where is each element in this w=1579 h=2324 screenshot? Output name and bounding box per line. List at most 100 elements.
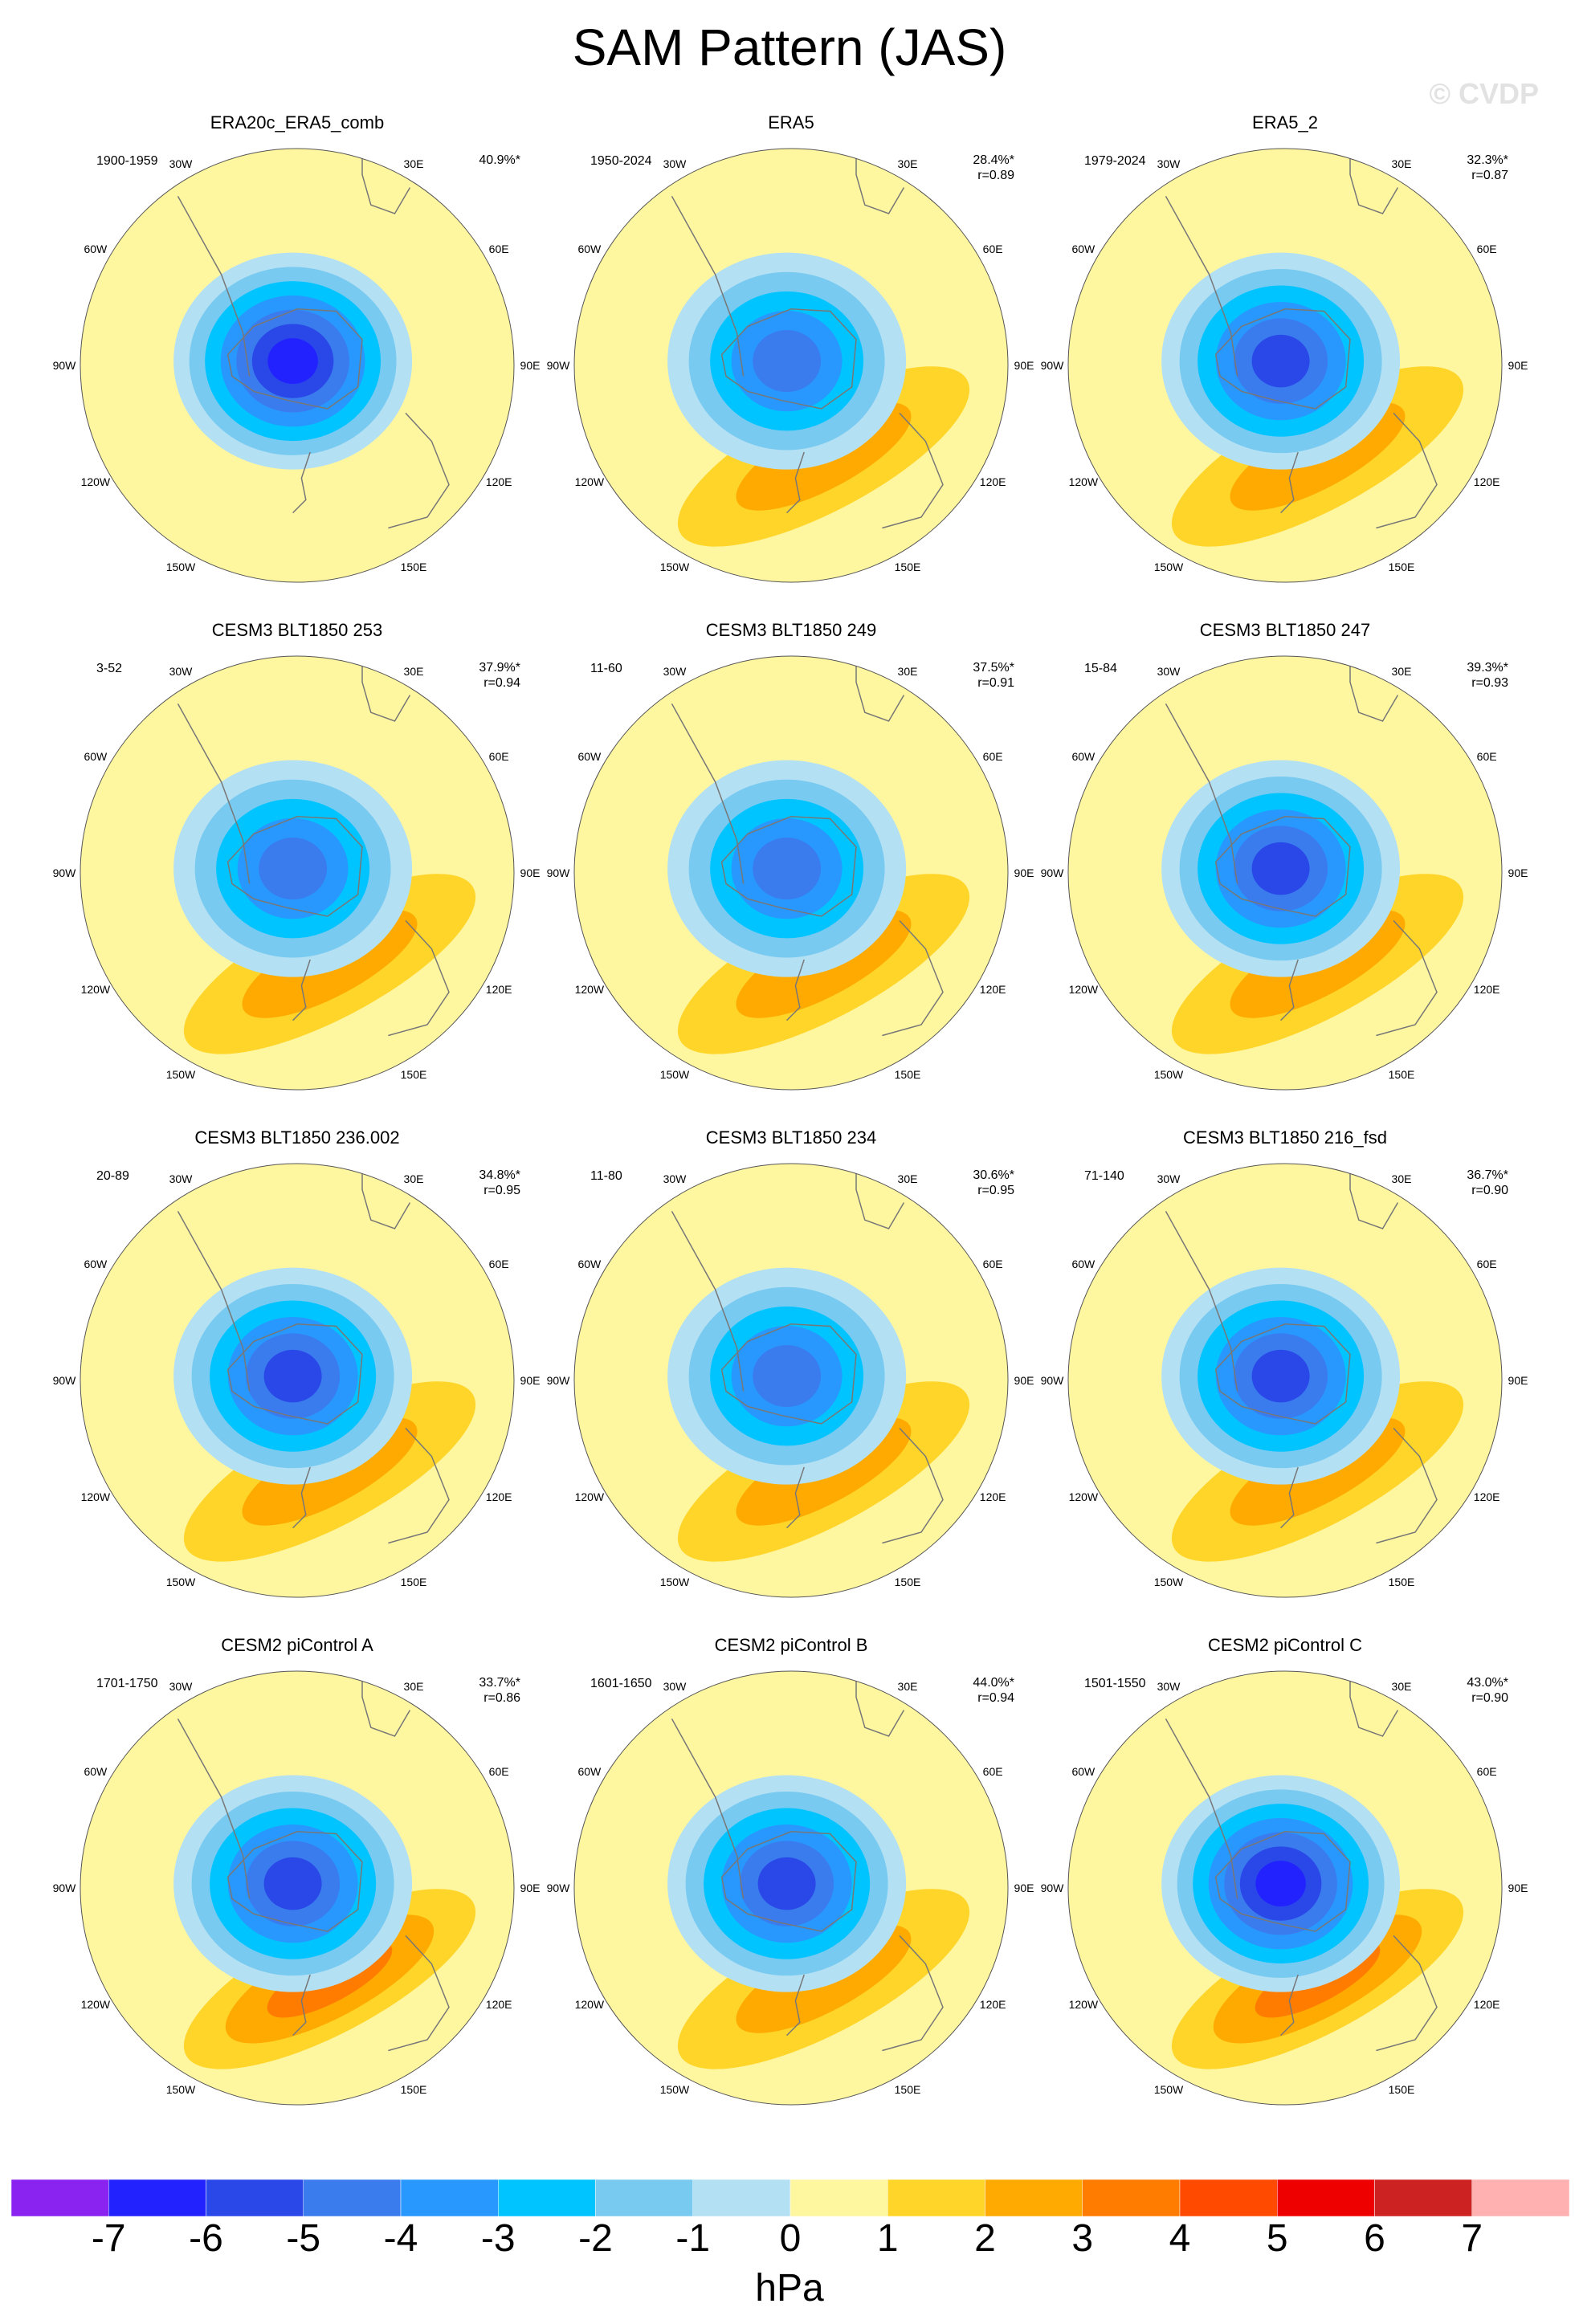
polar-map: 0 30E 60E 90E 120E 150E 180 150W 120W 90W 60W 30W	[53, 137, 541, 594]
longitude-label: 120W	[575, 983, 605, 996]
coastline-2	[388, 1427, 450, 1544]
longitude-label: 90E	[520, 866, 541, 879]
panel-years: 1950-2024	[590, 154, 652, 168]
longitude-label: 120W	[81, 1998, 111, 2011]
longitude-label: 0	[294, 137, 300, 139]
map-boundary	[573, 148, 1009, 583]
longitude-label: 30W	[663, 157, 687, 170]
panel-title: CESM3 BLT1850 247	[1199, 620, 1371, 640]
longitude-label: 60W	[1071, 1765, 1096, 1778]
colorbar-tick-label: -5	[286, 2217, 321, 2260]
longitude-label: 150E	[401, 1576, 427, 1588]
longitude-label: 150W	[1154, 561, 1184, 573]
longitude-label: 120E	[980, 1490, 1006, 1503]
coastline-2	[1376, 919, 1438, 1037]
longitude-label: 30W	[1157, 1680, 1181, 1693]
coastline-0	[1165, 1719, 1238, 1899]
map-boundary	[573, 1670, 1009, 2106]
polar-contour-7	[1255, 1861, 1306, 1907]
longitude-label: 30W	[663, 1680, 687, 1693]
coastline-3	[292, 451, 311, 514]
longitude-label: 0	[788, 137, 794, 139]
longitude-label: 120W	[575, 1998, 605, 2011]
colorbar-tick-label: -4	[383, 2217, 418, 2260]
coastline-2	[1376, 1935, 1438, 2052]
polar-contour-6	[263, 1349, 322, 1403]
coastline-1	[855, 656, 905, 722]
coastline-1	[1349, 656, 1399, 722]
longitude-label: 60E	[983, 1765, 1003, 1778]
antarctica-coastline	[1214, 308, 1351, 410]
longitude-label: 120E	[980, 1998, 1006, 2011]
coastline-2	[882, 919, 944, 1037]
panel-years: 11-60	[590, 662, 622, 675]
panel-years: 71-140	[1084, 1169, 1124, 1183]
colorbar-box	[595, 2179, 693, 2217]
longitude-label: 30E	[898, 1680, 918, 1693]
polar-contour-7	[267, 338, 318, 385]
map-panel: CESM3 BLT1850 249 11-60 37.5%*r=0.91 0 30E 60…	[542, 620, 1040, 1102]
longitude-label: 60E	[489, 243, 509, 255]
coastline-1	[855, 1164, 905, 1229]
colorbar-tick-label: -2	[578, 2217, 613, 2260]
pattern-correlation: r=0.93	[1471, 676, 1508, 690]
panel-title: CESM3 BLT1850 253	[211, 620, 383, 640]
longitude-label: 0	[1282, 644, 1288, 646]
coastline-0	[177, 703, 251, 884]
pattern-correlation: r=0.86	[483, 1691, 520, 1705]
antarctica-coastline	[720, 1831, 857, 1932]
coastline-1	[1349, 149, 1399, 214]
colorbar-tick-label: 3	[1071, 2217, 1094, 2260]
longitude-label: 0	[294, 644, 300, 646]
coastline-2	[882, 412, 944, 529]
antarctica-coastline	[226, 308, 363, 410]
panel-years: 11-80	[590, 1169, 622, 1183]
panel-stats: 28.4%* r=0.89	[973, 153, 1014, 183]
polar-contour-5	[259, 838, 328, 900]
coastline-0	[1165, 196, 1238, 377]
longitude-label: 150E	[895, 2083, 921, 2096]
coastline-3	[1280, 451, 1299, 514]
longitude-label: 30E	[404, 1680, 424, 1693]
watermark: © CVDP	[1429, 77, 1539, 110]
coastline-2	[1376, 412, 1438, 529]
longitude-label: 120W	[1069, 1490, 1099, 1503]
coastline-0	[671, 703, 745, 884]
longitude-label: 30W	[1157, 157, 1181, 170]
polar-map: 0 30E 60E 90E 120E 150E 180 150W 120W 90W 60W 30W	[1041, 644, 1528, 1102]
longitude-label: 120W	[1069, 475, 1099, 488]
longitude-label: 90W	[53, 866, 77, 879]
colorbar-box	[206, 2179, 304, 2217]
panel-years: 1979-2024	[1084, 154, 1146, 168]
longitude-label: 30E	[1392, 665, 1412, 678]
longitude-label: 150W	[1154, 1068, 1184, 1081]
polar-contour-5	[753, 1345, 822, 1408]
polar-map: 0 30E 60E 90E 120E 150E 180 150W 120W 90W 60W 30W	[53, 644, 541, 1102]
longitude-label: 150W	[660, 1576, 690, 1588]
antarctica-coastline	[720, 308, 857, 410]
longitude-label: 30W	[169, 1680, 194, 1693]
pattern-correlation: r=0.90	[1471, 1691, 1508, 1705]
coastline-1	[361, 149, 411, 214]
variance-explained: 36.7%*	[1467, 1168, 1508, 1182]
longitude-label: 60W	[577, 1765, 602, 1778]
map-panel: ERA5 1950-2024 28.4%* r=0.89 0 30E 60E 90E 120E 1…	[542, 112, 1040, 594]
panel-years: 1501-1550	[1084, 1677, 1146, 1690]
longitude-label: 90E	[520, 1882, 541, 1894]
panel-title: CESM3 BLT1850 236.002	[194, 1127, 400, 1148]
map-boundary	[80, 655, 515, 1091]
longitude-label: 90E	[1014, 1374, 1034, 1387]
panel-stats: 30.6%* r=0.95	[973, 1168, 1014, 1198]
antarctica-coastline	[1214, 1323, 1351, 1425]
coastline-3	[1280, 1466, 1299, 1529]
longitude-label: 90W	[547, 359, 571, 372]
longitude-label: 150W	[166, 1068, 196, 1081]
longitude-label: 90E	[1508, 866, 1528, 879]
longitude-label: 120W	[575, 475, 605, 488]
panel-stats: 34.8%* r=0.95	[479, 1168, 520, 1198]
map-panel: CESM3 BLT1850 253 3-52 37.9%*r=0.94 0 30E 60E…	[48, 620, 546, 1102]
longitude-label: 30E	[1392, 1680, 1412, 1693]
variance-explained: 33.7%*	[479, 1676, 520, 1690]
map-boundary	[1067, 1163, 1503, 1598]
longitude-label: 90E	[1508, 359, 1528, 372]
